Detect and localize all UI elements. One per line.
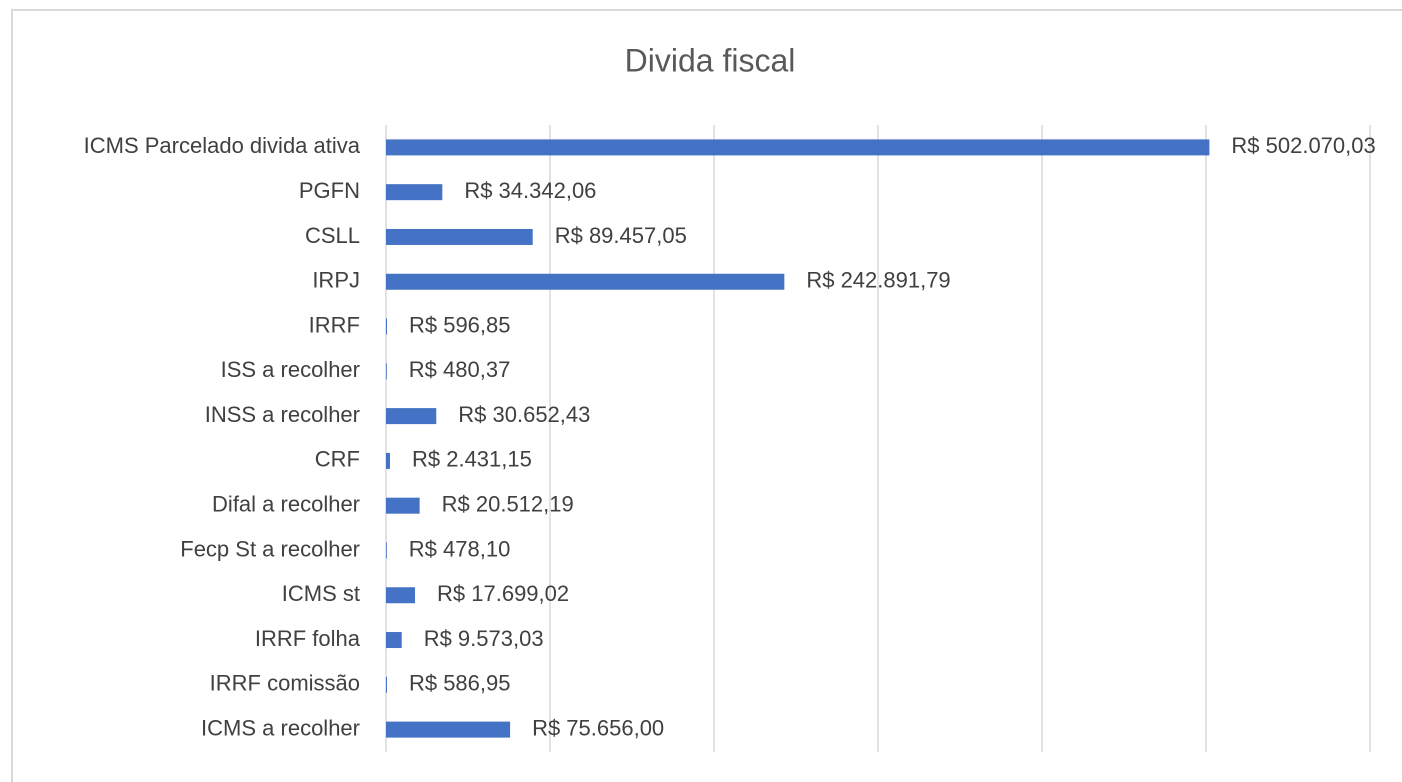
y-tick-label: ICMS a recolher	[201, 715, 360, 740]
data-label: R$ 586,95	[409, 671, 511, 696]
data-label: R$ 596,85	[409, 312, 511, 337]
chart-frame	[11, 9, 1402, 782]
data-label: R$ 9.573,03	[424, 626, 544, 651]
y-tick-label: ICMS Parcelado divida ativa	[84, 133, 361, 158]
data-label: R$ 2.431,15	[412, 447, 532, 472]
bar	[386, 408, 437, 425]
bar	[386, 363, 387, 380]
y-tick-label: CSLL	[305, 223, 360, 248]
bar	[386, 542, 387, 559]
data-label: R$ 75.656,00	[532, 715, 664, 740]
y-tick-label: ISS a recolher	[221, 357, 360, 382]
y-tick-label: INSS a recolher	[205, 402, 360, 427]
data-label: R$ 89.457,05	[555, 223, 687, 248]
bar	[386, 587, 416, 604]
data-label: R$ 17.699,02	[437, 581, 569, 606]
y-tick-label: Difal a recolher	[212, 491, 360, 516]
bar	[386, 676, 387, 693]
bar	[386, 228, 533, 245]
bar	[386, 721, 511, 738]
bar	[386, 318, 387, 335]
data-label: R$ 30.652,43	[458, 402, 590, 427]
bar	[386, 184, 443, 201]
y-tick-label: IRPJ	[312, 268, 360, 293]
bar	[386, 632, 402, 649]
chart-title: Divida fiscal	[625, 42, 796, 78]
data-label: R$ 502.070,03	[1231, 133, 1375, 158]
y-tick-label: ICMS st	[282, 581, 360, 606]
y-tick-label: CRF	[315, 447, 360, 472]
data-label: R$ 20.512,19	[442, 491, 574, 516]
y-tick-label: PGFN	[299, 178, 360, 203]
data-label: R$ 34.342,06	[464, 178, 596, 203]
data-label: R$ 480,37	[409, 357, 511, 382]
bar	[386, 273, 785, 290]
data-label: R$ 242.891,79	[806, 268, 950, 293]
data-label: R$ 478,10	[409, 536, 511, 561]
bar	[386, 497, 420, 514]
bar	[386, 452, 390, 469]
y-tick-label: Fecp St a recolher	[180, 536, 360, 561]
y-tick-label: IRRF comissão	[210, 671, 360, 696]
y-tick-label: IRRF	[309, 312, 360, 337]
bar	[386, 139, 1210, 156]
y-tick-label: IRRF folha	[255, 626, 361, 651]
